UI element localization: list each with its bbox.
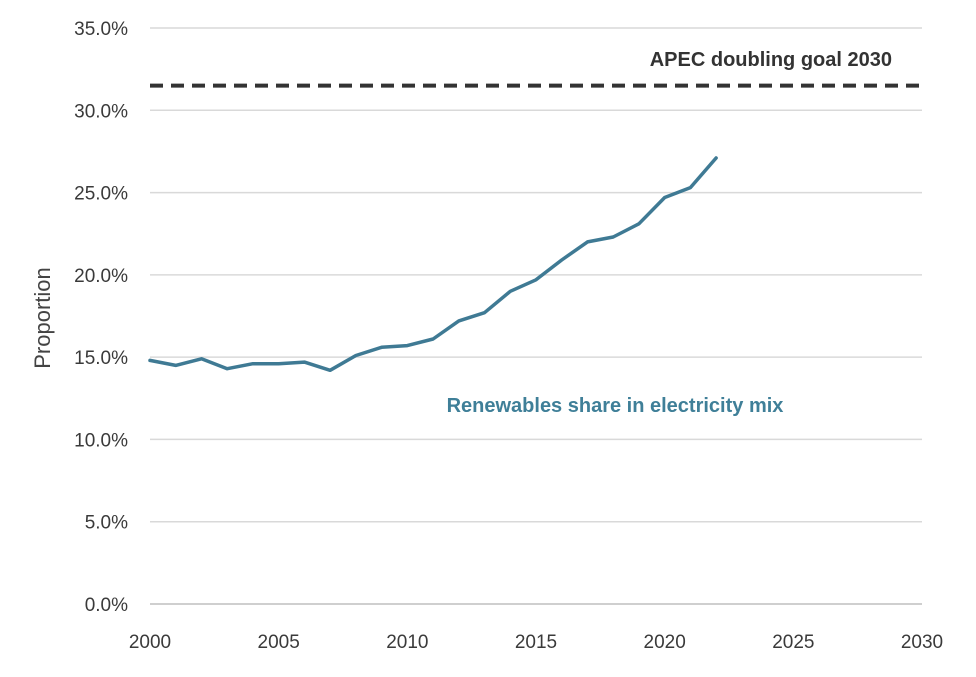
x-tick-label: 2015 — [515, 632, 557, 653]
series-lines — [148, 156, 718, 373]
y-axis-label: Proportion — [30, 267, 55, 369]
y-tick-label: 5.0% — [85, 513, 128, 534]
x-tick-label: 2020 — [644, 632, 686, 653]
y-tick-label: 25.0% — [74, 184, 128, 205]
y-tick-label: 15.0% — [74, 348, 128, 369]
annotation-series-label: Renewables share in electricity mix — [447, 395, 784, 417]
x-axis-tick-labels: 2000 2005 2010 2015 2020 2025 2030 — [129, 632, 943, 653]
gridlines — [150, 27, 922, 523]
annotation-goal-label: APEC doubling goal 2030 — [650, 49, 892, 71]
x-tick-label: 2010 — [386, 632, 428, 653]
y-tick-label: 35.0% — [74, 19, 128, 40]
series-line-renewables — [148, 156, 718, 373]
y-tick-label: 0.0% — [85, 595, 128, 616]
x-tick-label: 2000 — [129, 632, 171, 653]
y-tick-label: 10.0% — [74, 430, 128, 451]
y-tick-label: 20.0% — [74, 266, 128, 287]
x-tick-label: 2030 — [901, 632, 943, 653]
y-tick-label: 30.0% — [74, 101, 128, 122]
x-tick-label: 2005 — [258, 632, 300, 653]
x-tick-label: 2025 — [772, 632, 814, 653]
y-axis-tick-labels: 0.0% 5.0% 10.0% 15.0% 20.0% 25.0% 30.0% 35.0% — [74, 19, 128, 616]
